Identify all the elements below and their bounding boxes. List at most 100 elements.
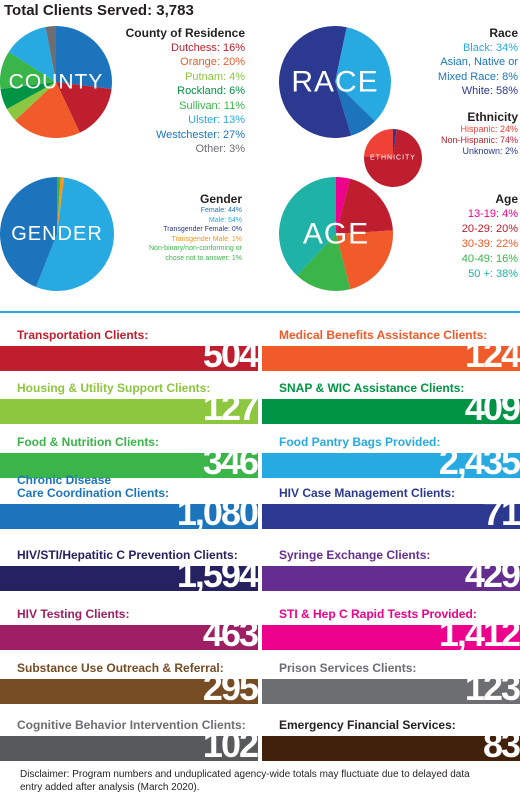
stat-label: Housing & Utility Support Clients: [17,381,211,395]
county-pie-slice [6,82,56,121]
county-pie-slice [15,82,80,139]
county-legend-item: Dutchess: 16% [171,41,245,54]
stat-label: Syringe Exchange Clients: [279,548,431,562]
race-legend-item: White: 58% [461,85,518,97]
ethnicity-legend: Ethnicity Hispanic: 24% Non-Hispanic: 74%… [441,110,518,157]
stat-value: 463 [202,625,258,650]
county-legend-title: County of Residence [125,26,245,40]
gender-pie-slice [0,177,57,287]
gender-legend-item: Non-binary/non-conforming or chose not t… [149,245,242,262]
stat-bar: 463 [0,625,258,650]
age-pie-slice [336,177,351,234]
age-pie-slice [296,234,351,291]
stat-label: SNAP & WIC Assistance Clients: [279,381,465,395]
stat-bar: 2,435 [262,453,520,478]
age-legend-item: 13-19: 4% [467,208,518,220]
age-legend: Age 13-19: 4% 20-29: 20% 30-39: 22% 40-49: … [462,192,518,282]
stat-value: 1,080 [176,504,258,529]
gender-pie-word: GENDER [11,223,103,245]
gender-pie-slice [57,177,65,234]
county-pie-slice [56,82,112,133]
race-legend-item: Asian, Native or Mixed Race: 8% [437,56,518,83]
county-legend-item: Orange: 20% [180,56,245,68]
stat-label: Substance Use Outreach & Referral: [17,661,224,675]
county-legend-item: Westchester: 27% [155,128,245,141]
stat-label: Cognitive Behavior Intervention Clients: [17,718,246,732]
gender-pie-chart: GENDER [0,177,114,291]
race-legend-title: Race [489,26,518,40]
age-legend-item: 30-39: 22% [461,238,518,250]
stat-value: 71 [482,504,520,529]
gender-legend-item: Transgender Male: 1% [171,235,242,243]
county-pie-slice [0,82,56,109]
age-pie-slice [336,178,393,234]
stat-label: Transportation Clients: [17,328,149,342]
county-legend-item: Other: 3% [195,143,245,155]
county-pie-word: COUNTY [9,71,104,94]
stat-label: Medical Benefits Assistance Clients: [279,328,488,342]
stat-value: 504 [202,346,258,371]
age-legend-title: Age [495,192,518,206]
stat-bar: 295 [0,679,258,704]
stat-bar: 123 [262,679,520,704]
gender-legend-item: Female: 44% [200,207,242,214]
total-clients-heading: Total Clients Served: 3,783 [4,2,194,19]
age-legend-item: 20-29: 20% [461,223,518,235]
stat-value: 346 [202,453,258,478]
stat-value: 123 [464,679,520,704]
ethnicity-pie-slice [393,129,397,158]
stat-value: 429 [464,566,520,591]
race-pie-chart: RACE [279,26,391,139]
county-pie-slice [8,26,56,83]
gender-legend: Gender Female: 44% Male: 54% Transgender F… [149,192,242,264]
county-pie-chart: COUNTY [0,26,113,139]
stat-label: Food Pantry Bags Provided: [279,435,441,449]
age-legend-item: 40-49: 16% [461,253,518,265]
stat-value: 2,435 [438,453,520,478]
race-pie-slice [335,27,391,122]
stat-label: Chronic Disease Care Coordination Client… [17,473,170,500]
section-divider [0,311,520,313]
stat-value: 409 [464,399,520,424]
gender-legend-title: Gender [199,192,242,206]
stat-label: HIV/STI/Hepatitic C Prevention Clients: [17,548,238,562]
stat-value: 1,594 [176,566,258,591]
ethnicity-legend-title: Ethnicity [467,110,518,124]
stat-value: 102 [202,736,258,761]
county-legend-item: Ulster: 13% [188,114,245,126]
stat-label: Emergency Financial Services: [279,718,456,732]
stat-label: HIV Testing Clients: [17,607,130,621]
stat-label: Food & Nutrition Clients: [17,435,159,449]
stat-bar: 127 [0,399,258,424]
stat-value: 124 [464,346,520,371]
race-pie-slice [335,82,376,136]
race-pie-slice [279,26,352,139]
gender-pie-slice [36,177,114,291]
ethnicity-pie-chart: ETHNICITY [364,129,422,187]
stat-bar: 124 [262,346,520,371]
stat-label: STI & Hep C Rapid Tests Provided: [279,607,477,621]
stat-bar: 429 [262,566,520,591]
age-pie-chart: AGE [279,177,393,291]
ethnicity-pie-slice [364,129,393,158]
age-pie-slice [336,230,393,290]
county-legend: County of Residence Dutchess: 16% Orange:… [126,26,245,157]
gender-legend-item: Transgender Female: 0% [163,226,242,234]
age-pie-word: AGE [303,218,369,251]
age-pie-slice [279,177,336,276]
county-pie-slice [45,26,56,82]
stat-value: 295 [202,679,258,704]
ethnicity-pie-slice [364,129,422,187]
stat-bar: 1,412 [262,625,520,650]
county-legend-item: Rockland: 6% [177,85,245,97]
disclaimer-text: Disclaimer: Program numbers and unduplic… [20,769,470,793]
stat-bar: 1,080 [0,504,258,529]
ethnicity-pie-word: ETHNICITY [370,155,416,162]
stat-bar: 71 [262,504,520,529]
age-legend-item: 50 +: 38% [468,268,518,280]
stat-bar: 102 [0,736,258,761]
stat-bar: 1,594 [0,566,258,591]
stat-value: 1,412 [438,625,520,650]
stat-bar: 346 [0,453,258,478]
county-pie-slice [0,51,57,90]
